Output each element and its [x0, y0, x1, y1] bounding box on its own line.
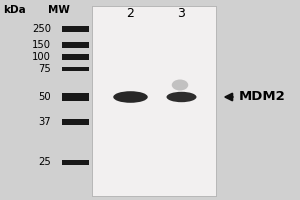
- Ellipse shape: [167, 92, 197, 102]
- Bar: [62, 43, 88, 47]
- Bar: [62, 93, 88, 101]
- Text: 75: 75: [38, 64, 51, 74]
- Ellipse shape: [172, 80, 188, 90]
- Text: 3: 3: [178, 7, 185, 20]
- Text: MW: MW: [48, 5, 69, 15]
- Ellipse shape: [113, 91, 148, 103]
- Bar: [62, 26, 88, 32]
- Text: MDM2: MDM2: [238, 90, 285, 104]
- Bar: [62, 119, 88, 125]
- Text: 37: 37: [38, 117, 51, 127]
- Text: 150: 150: [32, 40, 51, 50]
- Text: 100: 100: [32, 52, 51, 62]
- Text: kDa: kDa: [3, 5, 26, 15]
- Text: 25: 25: [38, 157, 51, 167]
- Text: 2: 2: [127, 7, 134, 20]
- Bar: [62, 160, 88, 164]
- Text: 250: 250: [32, 24, 51, 34]
- Text: 50: 50: [38, 92, 51, 102]
- Bar: [62, 54, 88, 60]
- Bar: [92, 6, 216, 196]
- Bar: [62, 67, 88, 71]
